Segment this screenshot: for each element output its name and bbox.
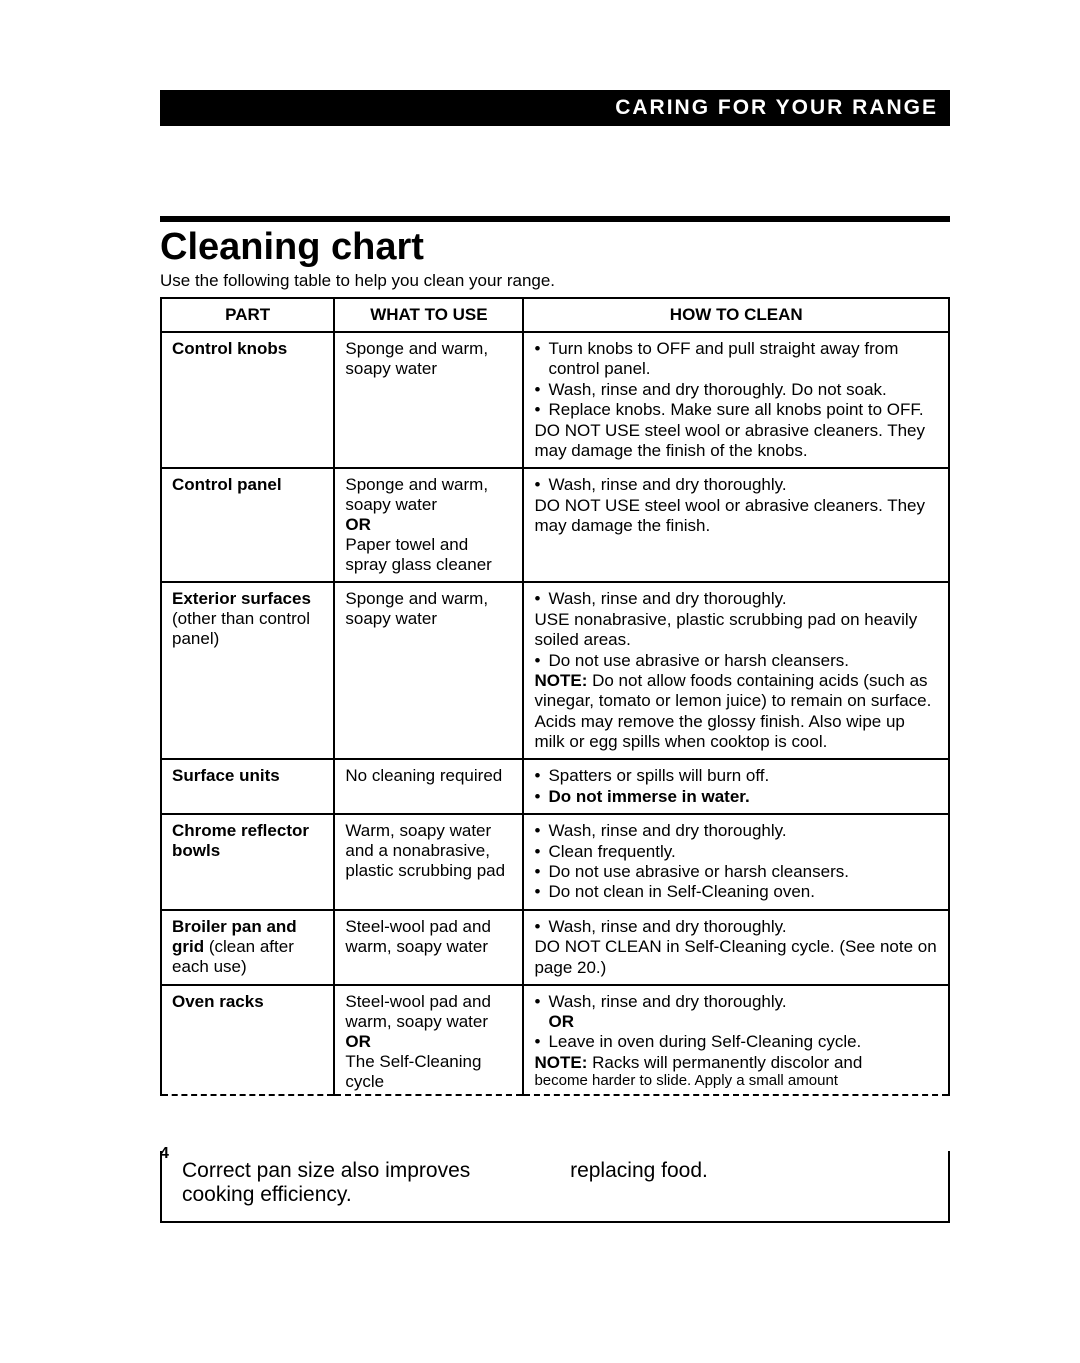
how-item: Leave in oven during Self-Cleaning cycle… bbox=[534, 1032, 938, 1052]
how-sub: USE nonabrasive, plastic scrubbing pad o… bbox=[534, 610, 938, 651]
fragment-left: Correct pan size also improves cooking e… bbox=[182, 1159, 540, 1207]
how-cell: Spatters or spills will burn off. Do not… bbox=[523, 759, 949, 814]
part-cell: Broiler pan and grid (clean after each u… bbox=[161, 910, 334, 985]
part-cell: Chrome reflector bowls bbox=[161, 814, 334, 910]
use-cell: No cleaning required bbox=[334, 759, 523, 814]
title-divider bbox=[160, 216, 950, 222]
how-item: Replace knobs. Make sure all knobs point… bbox=[534, 400, 938, 420]
use-line: Sponge and warm, soapy water bbox=[345, 475, 512, 515]
use-cell: Sponge and warm, soapy water OR Paper to… bbox=[334, 468, 523, 582]
fragment-right: replacing food. bbox=[540, 1159, 928, 1207]
cutoff-text: become harder to slide. Apply a small am… bbox=[534, 1073, 938, 1088]
how-item: Wash, rinse and dry thoroughly. Do not s… bbox=[534, 380, 938, 400]
how-item: Do not use abrasive or harsh cleansers. bbox=[534, 651, 938, 671]
table-row: Broiler pan and grid (clean after each u… bbox=[161, 910, 949, 985]
how-item: Wash, rinse and dry thoroughly. bbox=[534, 992, 938, 1012]
how-cell: Wash, rinse and dry thoroughly. Clean fr… bbox=[523, 814, 949, 910]
use-line: Steel-wool pad and warm, soapy water bbox=[345, 992, 512, 1032]
use-cell: Steel-wool pad and warm, soapy water OR … bbox=[334, 985, 523, 1095]
header-label: CARING FOR YOUR RANGE bbox=[615, 96, 938, 120]
how-item: Spatters or spills will burn off. bbox=[534, 766, 938, 786]
how-note: DO NOT CLEAN in Self-Cleaning cycle. (Se… bbox=[534, 937, 938, 978]
note-bold: NOTE: bbox=[534, 1053, 587, 1072]
note-rest: Racks will permanently discolor and bbox=[587, 1053, 862, 1072]
use-line: The Self-Cleaning cycle bbox=[345, 1052, 512, 1092]
how-item: Wash, rinse and dry thoroughly. bbox=[534, 475, 938, 495]
how-note: NOTE: Do not allow foods containing acid… bbox=[534, 671, 938, 753]
part-label: Exterior surfaces bbox=[172, 589, 311, 608]
section-intro: Use the following table to help you clea… bbox=[160, 271, 950, 291]
table-row: Control panel Sponge and warm, soapy wat… bbox=[161, 468, 949, 582]
part-label: Chrome reflector bowls bbox=[172, 821, 309, 860]
how-item: Clean frequently. bbox=[534, 842, 938, 862]
table-row: Surface units No cleaning required Spatt… bbox=[161, 759, 949, 814]
part-label: Surface units bbox=[172, 766, 280, 785]
part-label: Control knobs bbox=[172, 339, 287, 358]
how-note: DO NOT USE steel wool or abrasive cleane… bbox=[534, 496, 938, 537]
how-note: NOTE: Racks will permanently discolor an… bbox=[534, 1053, 938, 1073]
part-rest: (other than control panel) bbox=[172, 609, 310, 648]
use-cell: Steel-wool pad and warm, soapy water bbox=[334, 910, 523, 985]
how-cell: Wash, rinse and dry thoroughly. DO NOT C… bbox=[523, 910, 949, 985]
use-cell: Sponge and warm, soapy water bbox=[334, 582, 523, 759]
use-cell: Warm, soapy water and a nonabrasive, pla… bbox=[334, 814, 523, 910]
table-row: Exterior surfaces (other than control pa… bbox=[161, 582, 949, 759]
header-bar: CARING FOR YOUR RANGE bbox=[160, 90, 950, 126]
use-or: OR bbox=[345, 515, 512, 535]
how-cell: Wash, rinse and dry thoroughly. OR Leave… bbox=[523, 985, 949, 1095]
table-row: Chrome reflector bowls Warm, soapy water… bbox=[161, 814, 949, 910]
header-container: CARING FOR YOUR RANGE bbox=[160, 90, 950, 126]
part-cell: Exterior surfaces (other than control pa… bbox=[161, 582, 334, 759]
how-cell: Wash, rinse and dry thoroughly. DO NOT U… bbox=[523, 468, 949, 582]
table-header-row: PART WHAT TO USE HOW TO CLEAN bbox=[161, 298, 949, 332]
part-cell: Surface units bbox=[161, 759, 334, 814]
how-item: Wash, rinse and dry thoroughly. bbox=[534, 821, 938, 841]
part-cell: Oven racks bbox=[161, 985, 334, 1095]
table-row: Oven racks Steel-wool pad and warm, soap… bbox=[161, 985, 949, 1095]
cleaning-table: PART WHAT TO USE HOW TO CLEAN Control kn… bbox=[160, 297, 950, 1096]
part-label: Oven racks bbox=[172, 992, 264, 1011]
part-cell: Control panel bbox=[161, 468, 334, 582]
how-item: Wash, rinse and dry thoroughly. bbox=[534, 589, 938, 609]
note-rest: Do not allow foods containing acids (suc… bbox=[534, 671, 931, 751]
how-note: DO NOT USE steel wool or abrasive cleane… bbox=[534, 421, 938, 462]
how-bold: Do not immerse in water. bbox=[548, 787, 749, 806]
how-item: Wash, rinse and dry thoroughly. bbox=[534, 917, 938, 937]
table-row: Control knobs Sponge and warm, soapy wat… bbox=[161, 332, 949, 468]
how-item: Do not use abrasive or harsh cleansers. bbox=[534, 862, 938, 882]
part-cell: Control knobs bbox=[161, 332, 334, 468]
section-title: Cleaning chart bbox=[160, 226, 950, 269]
how-item: Do not immerse in water. bbox=[534, 787, 938, 807]
use-cell: Sponge and warm, soapy water bbox=[334, 332, 523, 468]
header-use: WHAT TO USE bbox=[334, 298, 523, 332]
how-cell: Wash, rinse and dry thoroughly. USE nona… bbox=[523, 582, 949, 759]
how-item: Do not clean in Self-Cleaning oven. bbox=[534, 882, 938, 902]
use-or: OR bbox=[345, 1032, 512, 1052]
how-cell: Turn knobs to OFF and pull straight away… bbox=[523, 332, 949, 468]
header-part: PART bbox=[161, 298, 334, 332]
how-or: OR bbox=[534, 1012, 938, 1032]
page-number: 4 bbox=[160, 1145, 169, 1163]
bottom-fragments: Correct pan size also improves cooking e… bbox=[160, 1151, 950, 1223]
part-label: Control panel bbox=[172, 475, 282, 494]
note-bold: NOTE: bbox=[534, 671, 587, 690]
how-item: Turn knobs to OFF and pull straight away… bbox=[534, 339, 938, 380]
use-line: Paper towel and spray glass cleaner bbox=[345, 535, 512, 575]
header-how: HOW TO CLEAN bbox=[523, 298, 949, 332]
